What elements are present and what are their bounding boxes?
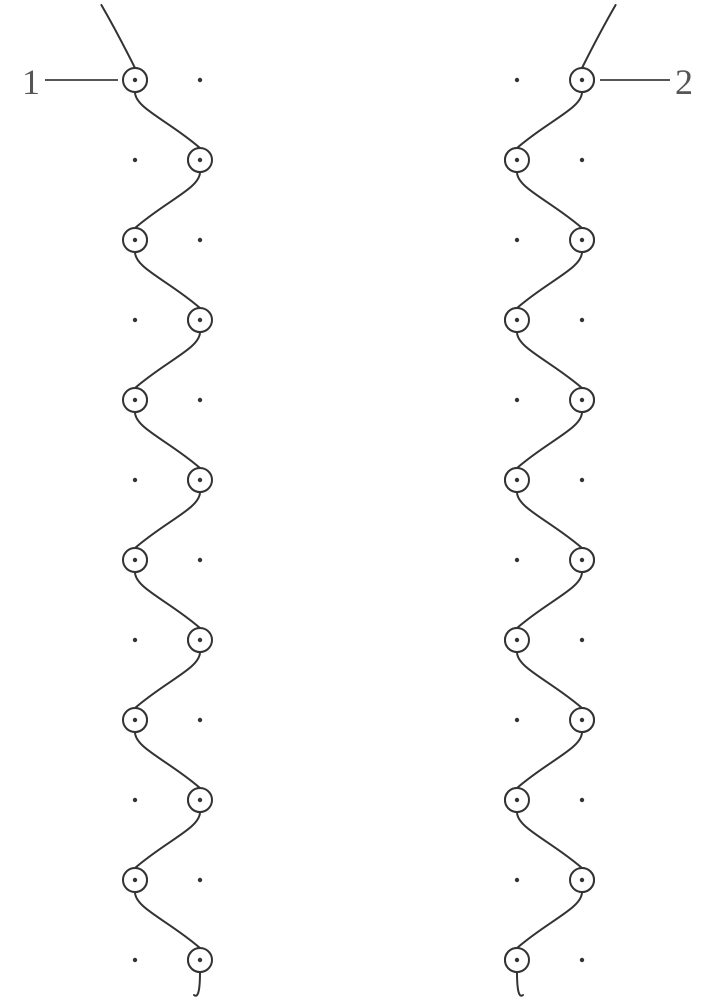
right-strand-dot-8 [515, 718, 519, 722]
right-strand-ring-dot-3 [515, 318, 519, 322]
left-strand-dot-5 [133, 478, 137, 482]
right-strand-dot-4 [515, 398, 519, 402]
right-strand-ring-dot-1 [515, 158, 519, 162]
right-strand-dot-9 [580, 798, 584, 802]
left-strand-dot-0 [198, 78, 202, 82]
diagram-root: 1 2 [0, 0, 717, 1000]
right-strand-ring-dot-8 [580, 718, 584, 722]
left-strand-ring-dot-2 [133, 238, 137, 242]
right-strand-ring-dot-5 [515, 478, 519, 482]
right-strand-ring-dot-4 [580, 398, 584, 402]
left-strand-ring-dot-6 [133, 558, 137, 562]
left-strand-ring-dot-9 [198, 798, 202, 802]
right-strand-ring-dot-10 [580, 878, 584, 882]
right-strand-dot-7 [580, 638, 584, 642]
left-strand-dot-1 [133, 158, 137, 162]
right-strand-dot-0 [515, 78, 519, 82]
left-strand-wave [101, 5, 200, 996]
left-strand-ring-dot-8 [133, 718, 137, 722]
left-strand-dot-8 [198, 718, 202, 722]
right-strand-dot-3 [580, 318, 584, 322]
left-strand-ring-dot-7 [198, 638, 202, 642]
left-strand-dot-11 [133, 958, 137, 962]
right-strand-dot-11 [580, 958, 584, 962]
right-strand-ring-dot-0 [580, 78, 584, 82]
callout-label-1: 1 [22, 61, 40, 103]
left-strand-dot-9 [133, 798, 137, 802]
right-strand-dot-10 [515, 878, 519, 882]
right-strand [505, 5, 616, 996]
left-strand-dot-10 [198, 878, 202, 882]
left-strand-ring-dot-0 [133, 78, 137, 82]
left-strand-dot-7 [133, 638, 137, 642]
right-strand-dot-5 [580, 478, 584, 482]
callout-label-2: 2 [675, 61, 693, 103]
left-strand-ring-dot-1 [198, 158, 202, 162]
right-strand-dot-6 [515, 558, 519, 562]
right-strand-ring-dot-2 [580, 238, 584, 242]
left-strand-ring-dot-3 [198, 318, 202, 322]
left-strand-ring-dot-5 [198, 478, 202, 482]
right-strand-dot-2 [515, 238, 519, 242]
right-strand-ring-dot-11 [515, 958, 519, 962]
right-strand-ring-dot-9 [515, 798, 519, 802]
left-strand-dot-4 [198, 398, 202, 402]
left-strand-ring-dot-10 [133, 878, 137, 882]
right-strand-ring-dot-7 [515, 638, 519, 642]
right-strand-dot-1 [580, 158, 584, 162]
diagram-svg [0, 0, 717, 1000]
left-strand-dot-6 [198, 558, 202, 562]
right-strand-ring-dot-6 [580, 558, 584, 562]
left-strand-ring-dot-4 [133, 398, 137, 402]
left-strand [101, 5, 212, 996]
left-strand-ring-dot-11 [198, 958, 202, 962]
left-strand-dot-3 [133, 318, 137, 322]
left-strand-dot-2 [198, 238, 202, 242]
